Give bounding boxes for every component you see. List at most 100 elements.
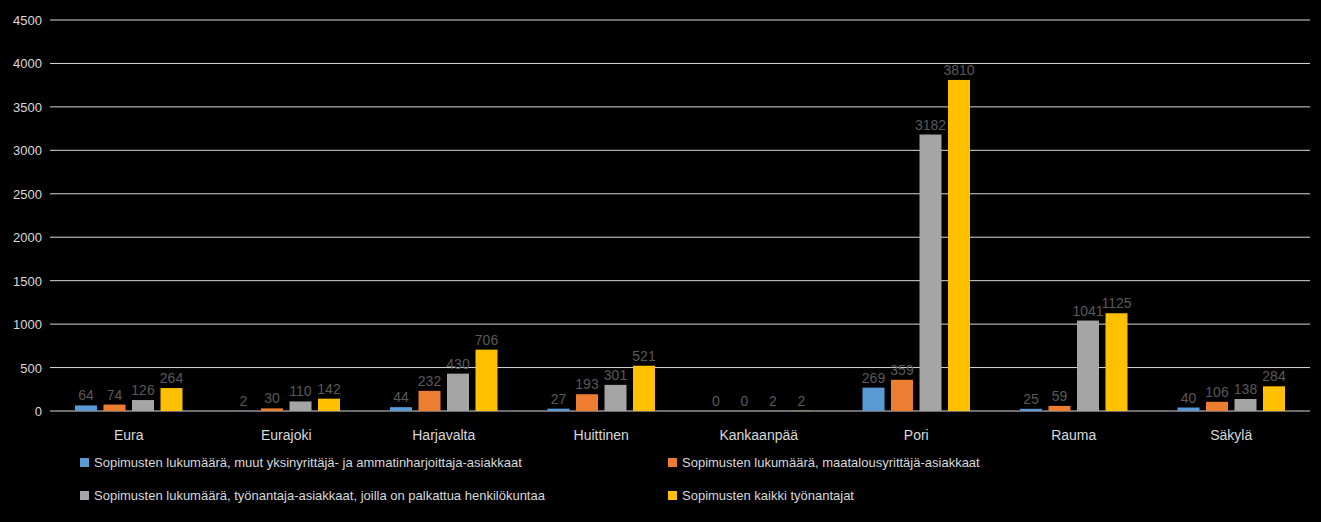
bar	[1049, 406, 1071, 411]
bar	[1263, 386, 1285, 411]
data-label: 25	[1023, 391, 1039, 407]
legend-swatch	[668, 458, 677, 467]
data-label: 44	[393, 389, 409, 405]
bar	[705, 411, 727, 412]
grid-line	[50, 20, 1310, 21]
grid-line	[50, 106, 1310, 107]
y-tick-label: 2000	[13, 230, 42, 245]
data-label: 126	[131, 382, 155, 398]
grid-line	[50, 150, 1310, 151]
bar	[605, 385, 627, 411]
legend-label: Sopimusten kaikki työnantajat	[682, 488, 854, 503]
bar	[1020, 409, 1042, 411]
y-tick-label: 2500	[13, 187, 42, 202]
data-label: 2	[769, 393, 777, 409]
data-label: 27	[551, 391, 567, 407]
data-label: 706	[475, 332, 499, 348]
data-label: 232	[418, 373, 442, 389]
data-label: 0	[741, 393, 749, 409]
data-label: 284	[1262, 368, 1286, 384]
data-label: 2	[798, 393, 806, 409]
y-tick-label: 4000	[13, 56, 42, 71]
data-label: 1041	[1072, 303, 1103, 319]
y-tick-label: 1500	[13, 274, 42, 289]
data-label: 138	[1234, 381, 1258, 397]
bar	[161, 388, 183, 411]
bar	[1106, 313, 1128, 411]
data-labels: 6474126264230110142442324307062719330152…	[78, 62, 1286, 409]
bar	[419, 391, 441, 411]
grid-line	[50, 193, 1310, 194]
grid-line	[50, 237, 1310, 238]
bar	[318, 399, 340, 411]
bar	[261, 408, 283, 411]
x-tick-label: Säkylä	[1210, 427, 1252, 443]
data-label: 3810	[943, 62, 974, 78]
y-tick-label: 1000	[13, 317, 42, 332]
data-label: 430	[446, 356, 470, 372]
bar	[290, 401, 312, 411]
data-label: 59	[1052, 388, 1068, 404]
y-tick-label: 3000	[13, 143, 42, 158]
data-label: 264	[160, 370, 184, 386]
legend-swatch	[80, 491, 89, 500]
bar	[476, 350, 498, 411]
data-label: 301	[604, 367, 628, 383]
bar	[734, 411, 756, 412]
bar	[75, 405, 97, 411]
background	[0, 0, 1321, 522]
x-tick-label: Pori	[904, 427, 929, 443]
bar	[104, 405, 126, 411]
data-label: 0	[712, 393, 720, 409]
bar	[548, 409, 570, 411]
bar	[948, 80, 970, 411]
bars	[75, 80, 1285, 411]
y-tick-label: 500	[20, 361, 42, 376]
x-tick-label: Huittinen	[574, 427, 629, 443]
data-label: 64	[78, 387, 94, 403]
x-tick-label: Eurajoki	[261, 427, 312, 443]
legend-label: Sopimusten lukumäärä, maatalousyrittäjä-…	[682, 455, 980, 470]
data-label: 106	[1205, 384, 1229, 400]
grid-line	[50, 63, 1310, 64]
bar	[390, 407, 412, 411]
data-label: 1125	[1101, 295, 1131, 311]
bar	[920, 135, 942, 411]
data-label: 40	[1181, 390, 1197, 406]
x-tick-label: Kankaanpää	[719, 427, 798, 443]
bar	[447, 374, 469, 411]
y-tick-label: 0	[35, 404, 42, 419]
x-tick-label: Harjavalta	[412, 427, 475, 443]
data-label: 30	[264, 390, 280, 406]
data-label: 74	[107, 387, 123, 403]
data-label: 142	[317, 381, 341, 397]
x-tick-label: Rauma	[1051, 427, 1096, 443]
legend-swatch	[80, 458, 89, 467]
y-tick-label: 3500	[13, 100, 42, 115]
legend-label: Sopimusten lukumäärä, muut yksinyrittäjä…	[94, 455, 522, 470]
grid-line	[50, 280, 1310, 281]
bar	[1178, 408, 1200, 411]
legend-label: Sopimusten lukumäärä, työnantaja-asiakka…	[94, 488, 546, 503]
bar	[576, 394, 598, 411]
data-label: 110	[289, 383, 312, 399]
bar	[633, 366, 655, 411]
bar	[891, 380, 913, 411]
bar	[1077, 321, 1099, 411]
bar	[1206, 402, 1228, 411]
data-label: 269	[862, 370, 886, 386]
bar	[791, 410, 813, 411]
y-tick-label: 4500	[13, 13, 42, 28]
legend-swatch	[668, 491, 677, 500]
data-label: 521	[632, 348, 656, 364]
bar	[762, 410, 784, 411]
bar	[132, 400, 154, 411]
bar	[1235, 399, 1257, 411]
data-label: 3182	[915, 117, 946, 133]
chart: 0500100015002000250030003500400045006474…	[0, 0, 1321, 522]
bar	[233, 410, 255, 411]
x-tick-label: Eura	[114, 427, 144, 443]
data-label: 359	[890, 362, 914, 378]
bar	[863, 388, 885, 411]
data-label: 2	[240, 393, 248, 409]
